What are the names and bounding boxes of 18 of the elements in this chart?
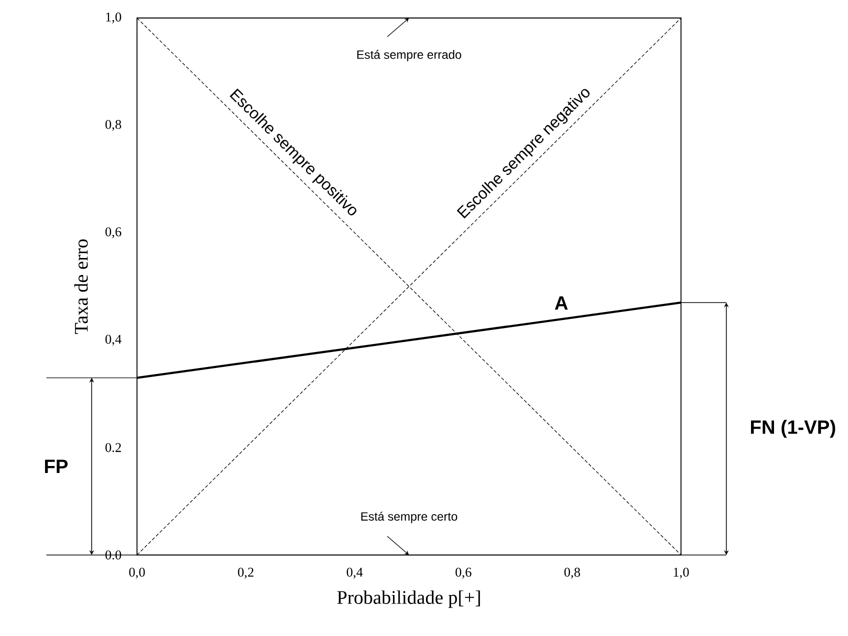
y-axis-title: Taxa de erro [74,239,88,334]
series-label: A [554,296,568,310]
x-tick-label: 0,4 [346,568,363,579]
y-tick-label: 0,6 [105,227,122,238]
y-tick-label: 1,0 [106,12,122,24]
x-tick-label: 0,6 [456,568,472,579]
annotation: Está sempre certo [361,512,458,524]
text: FN (1-VP) [750,420,836,438]
x-tick-label: 1,0 [674,568,689,579]
x-tick-label: 0,2 [238,568,254,579]
y-tick-label: 0,4 [105,334,122,346]
x-tick-label: 0,0 [129,568,145,579]
x-axis-title: Probabilidade p[+] [337,590,480,608]
x-tick-label: 0,8 [564,568,580,579]
text: FP [45,460,68,473]
y-tick-label: 0.2 [105,443,121,452]
y-tick-label: 0,8 [105,120,122,131]
annotation: Está sempre errado [357,50,462,62]
